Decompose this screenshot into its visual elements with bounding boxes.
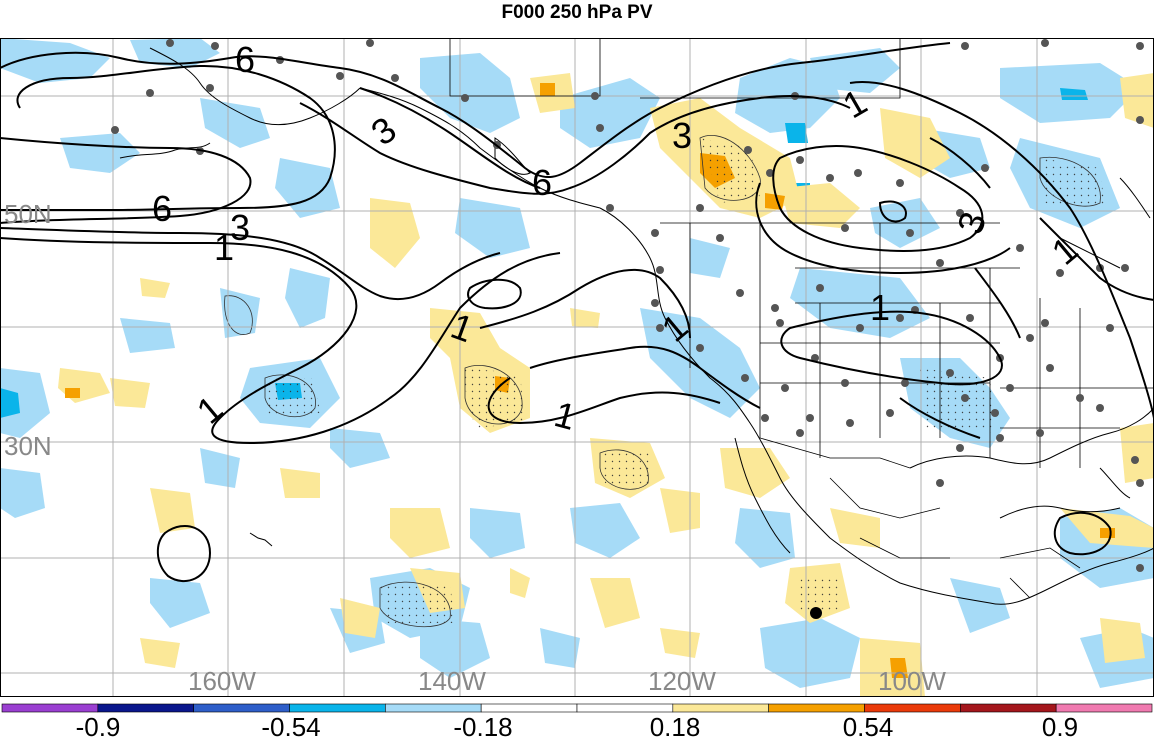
colorbar-swatch [385,703,482,713]
colorbar-swatch [768,703,865,713]
contour-label: 1 [214,227,234,268]
colorbar-swatch [1,703,99,713]
map-title: F000 250 hPa PV [501,2,653,23]
colorbar-swatch [289,703,386,713]
contour-label: 3 [672,115,692,156]
station-markers [111,39,1144,572]
stipple-overlay [265,138,1105,623]
contour-label: 6 [235,39,255,80]
colorbar-tick-label: -0.9 [76,712,121,739]
colorbar-swatch [193,703,290,713]
lon-label-100w: 100W [878,666,946,696]
contour-label: 6 [532,162,552,203]
lat-label-30n: 30N [4,431,52,461]
pv-contours [0,42,1154,582]
colorbar-tick-label: -0.18 [453,712,512,739]
colorbar-swatches [1,703,1153,713]
colorbar-swatch [960,703,1057,713]
colorbar-swatch [576,703,674,713]
colorbar-swatch [672,703,769,713]
colorbar-swatch [864,703,961,713]
colorbar-swatch [97,703,194,713]
coastlines [119,47,1154,605]
state-borders [449,38,1154,599]
axis-labels: 50N 30N 160W 140W 120W 100W [4,199,946,696]
lon-label-120w: 120W [648,666,716,696]
lon-label-140w: 140W [418,666,486,696]
contour-label: 3 [230,207,250,248]
pv-map: 6 6 6 3 3 3 1 1 1 1 1 1 1 3 1 50N 30N 16… [0,38,1154,697]
colorbar-swatch [1055,703,1153,713]
colorbar-tick-label: -0.54 [261,712,320,739]
lat-label-50n: 50N [4,199,52,229]
colorbar-tick-label: 0.18 [650,712,701,739]
colorbar-swatch [480,703,578,713]
anomaly-thin-contours [224,135,1101,628]
colorbar-tick-label: 0.54 [843,712,894,739]
lon-label-160w: 160W [188,666,256,696]
colorbar-tick-label: 0.9 [1042,712,1078,739]
colorbar: -0.9 -0.54 -0.18 0.18 0.54 0.9 [1,703,1153,739]
contour-label: 6 [152,188,172,229]
highlighted-station-marker [810,607,822,619]
colorbar-tick-labels: -0.9 -0.54 -0.18 0.18 0.54 0.9 [76,712,1078,739]
contour-label: 1 [870,287,890,328]
